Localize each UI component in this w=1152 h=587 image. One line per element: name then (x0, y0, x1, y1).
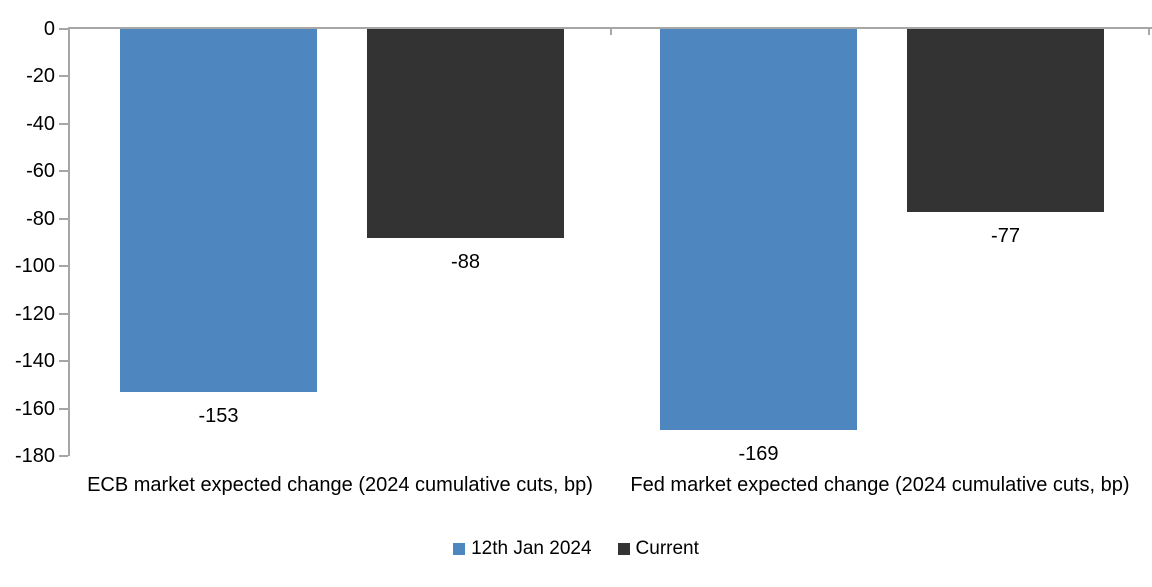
y-axis-tick-label: 0 (43, 18, 55, 40)
x-axis-tick-mark (1148, 29, 1150, 35)
y-axis-tick-label: -140 (14, 350, 55, 373)
y-axis-tick-mark (59, 265, 68, 268)
legend-item-current: Current (617, 538, 699, 560)
y-axis-tick-mark (59, 75, 68, 78)
bar-12th-jan-2024-fed (660, 29, 857, 430)
x-axis-line (68, 27, 1152, 29)
y-axis-tick-mark (59, 360, 68, 363)
y-axis-tick-mark (59, 312, 68, 315)
y-axis-tick-label: -80 (26, 207, 55, 230)
bar-current-fed (907, 29, 1104, 212)
legend-swatch-blue-icon (453, 543, 466, 555)
legend-label: Current (635, 538, 699, 559)
y-axis-tick-label: -160 (14, 397, 55, 420)
bar-value-label: -88 (451, 251, 480, 273)
y-axis-tick-label: -120 (14, 302, 55, 325)
bar-current-ecb (367, 29, 564, 238)
y-axis-tick-mark (59, 28, 68, 30)
legend-item-12th-jan-2024: 12th Jan 2024 (453, 538, 592, 560)
bar-value-label: -153 (198, 405, 239, 427)
bar-value-label: -77 (991, 225, 1020, 247)
bar-12th-jan-2024-ecb (120, 29, 317, 392)
legend: 12th Jan 2024 Current (0, 538, 1152, 560)
y-axis-tick-mark (59, 170, 68, 173)
y-axis-tick-mark (59, 407, 68, 410)
y-axis-tick-mark (59, 217, 68, 220)
y-axis-tick-label: -60 (26, 160, 55, 183)
y-axis-tick-mark (59, 455, 68, 457)
category-label-ecb: ECB market expected change (2024 cumulat… (87, 474, 593, 496)
x-axis-tick-mark (610, 29, 612, 35)
bar-value-label: -169 (738, 443, 779, 465)
y-axis-tick-label: -100 (14, 255, 55, 278)
y-axis-tick-label: -180 (14, 445, 55, 467)
y-axis-tick-label: -20 (26, 65, 55, 88)
legend-label: 12th Jan 2024 (471, 538, 592, 559)
legend-swatch-dark-icon (617, 543, 630, 555)
y-axis-tick-mark (59, 122, 68, 125)
y-axis-tick-label: -40 (26, 112, 55, 135)
y-axis-line (68, 27, 70, 456)
category-label-fed: Fed market expected change (2024 cumulat… (630, 474, 1130, 496)
